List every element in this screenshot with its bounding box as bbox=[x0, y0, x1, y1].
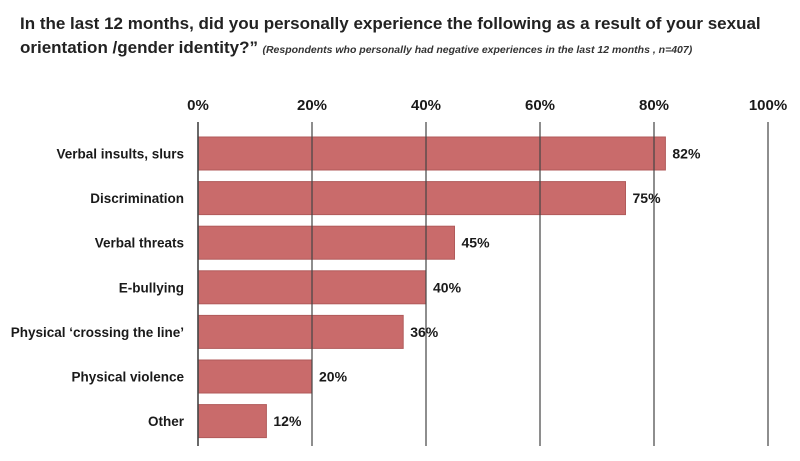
data-label: 45% bbox=[462, 235, 491, 251]
data-label: 82% bbox=[672, 146, 701, 162]
data-label: 36% bbox=[410, 324, 439, 340]
data-label: 20% bbox=[319, 369, 348, 385]
category-label: Physical ‘crossing the line’ bbox=[11, 325, 184, 340]
category-label: Physical violence bbox=[71, 370, 184, 385]
x-tick-label: 20% bbox=[297, 97, 327, 114]
bar bbox=[197, 404, 267, 439]
chart-subtitle: (Respondents who personally had negative… bbox=[262, 44, 693, 56]
x-tick-label: 100% bbox=[749, 97, 787, 114]
bar bbox=[197, 359, 313, 394]
chart-title: In the last 12 months, did you personall… bbox=[20, 14, 761, 57]
bar bbox=[197, 181, 626, 216]
category-label: E-bullying bbox=[119, 280, 184, 295]
bar bbox=[197, 225, 455, 260]
data-label: 12% bbox=[273, 413, 302, 429]
bar bbox=[197, 314, 404, 349]
chart-title-block: In the last 12 months, did you personall… bbox=[20, 12, 790, 60]
x-tick-label: 80% bbox=[639, 97, 669, 114]
category-label: Discrimination bbox=[90, 191, 184, 206]
x-tick-label: 60% bbox=[525, 97, 555, 114]
data-label: 75% bbox=[633, 190, 662, 206]
data-label: 40% bbox=[433, 279, 462, 295]
category-label: Verbal insults, slurs bbox=[56, 147, 184, 162]
x-tick-label: 0% bbox=[187, 97, 209, 114]
x-tick-label: 40% bbox=[411, 97, 441, 114]
bar bbox=[197, 136, 666, 171]
category-label: Other bbox=[148, 414, 185, 429]
category-label: Verbal threats bbox=[95, 236, 184, 251]
